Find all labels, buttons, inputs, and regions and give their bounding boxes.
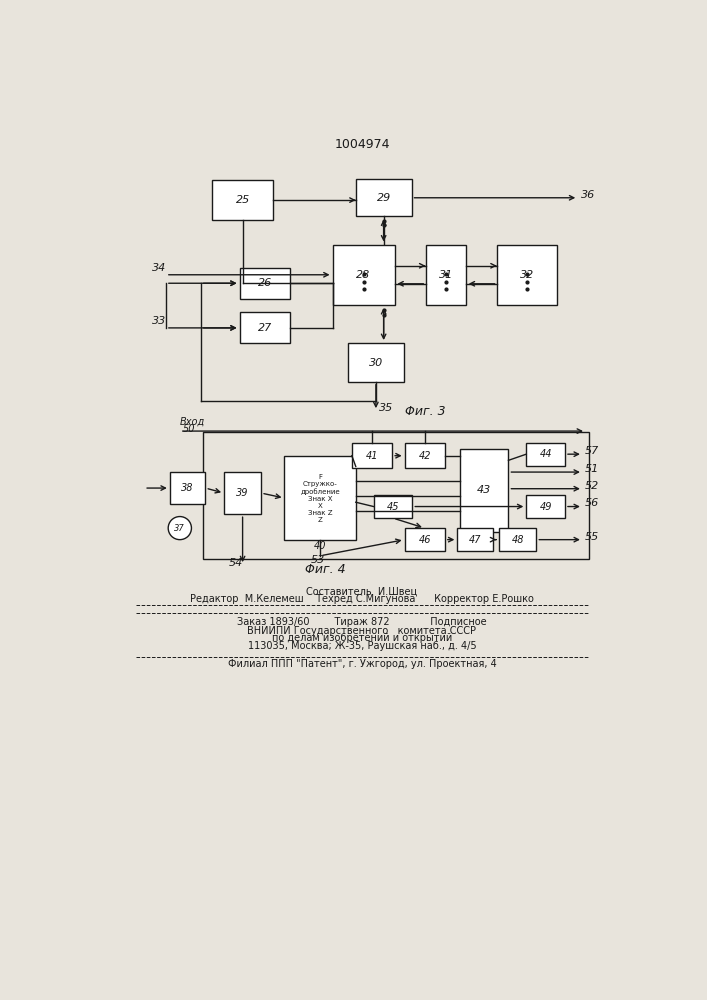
- Bar: [404, 443, 445, 468]
- Text: 42: 42: [419, 451, 431, 461]
- Text: 45: 45: [387, 502, 399, 512]
- Text: ВНИИПИ Государственного   комитета СССР: ВНИИПИ Государственного комитета СССР: [247, 626, 477, 636]
- Circle shape: [168, 517, 192, 540]
- Text: по делам изобретений и открытий: по делам изобретений и открытий: [271, 633, 452, 643]
- Bar: [284, 456, 356, 540]
- Bar: [526, 495, 565, 518]
- Text: 43: 43: [477, 485, 491, 495]
- Text: Составитель  И.Швец: Составитель И.Швец: [306, 586, 418, 596]
- Text: 30: 30: [369, 358, 383, 368]
- Bar: [352, 443, 392, 468]
- Text: Φиг. 4: Φиг. 4: [305, 563, 346, 576]
- Text: 56: 56: [585, 498, 600, 508]
- Bar: [240, 268, 290, 299]
- Bar: [499, 528, 537, 551]
- Text: 38: 38: [181, 483, 194, 493]
- Text: 34: 34: [152, 263, 166, 273]
- Text: 36: 36: [580, 190, 595, 200]
- Text: Заказ 1893/60        Тираж 872             Подписное: Заказ 1893/60 Тираж 872 Подписное: [237, 617, 486, 627]
- Bar: [212, 180, 273, 220]
- Bar: [240, 312, 290, 343]
- Text: 27: 27: [257, 323, 271, 333]
- Text: 26: 26: [257, 278, 271, 288]
- Bar: [203, 432, 589, 559]
- Text: 53: 53: [311, 555, 325, 565]
- Bar: [457, 528, 493, 551]
- Text: 31: 31: [438, 270, 452, 280]
- Text: 54: 54: [228, 558, 243, 568]
- Text: 33: 33: [152, 316, 166, 326]
- Bar: [526, 443, 565, 466]
- Text: 49: 49: [539, 502, 552, 512]
- Text: 46: 46: [419, 535, 431, 545]
- Text: 29: 29: [377, 193, 391, 203]
- Bar: [356, 179, 411, 216]
- Text: Редактор  М.Келемеш    Техред С.Мигунова      Корректор Е.Рошко: Редактор М.Келемеш Техред С.Мигунова Кор…: [190, 594, 534, 604]
- Bar: [497, 245, 557, 305]
- Bar: [373, 495, 412, 518]
- Text: 44: 44: [539, 449, 552, 459]
- Text: 41: 41: [366, 451, 378, 461]
- Text: 50: 50: [183, 424, 195, 434]
- Bar: [460, 449, 508, 532]
- Text: 51: 51: [585, 464, 600, 474]
- Text: 55: 55: [585, 532, 600, 542]
- Bar: [426, 245, 466, 305]
- Text: Вход: Вход: [180, 417, 205, 427]
- Text: Φиг. 3: Φиг. 3: [404, 405, 445, 418]
- Text: 35: 35: [379, 403, 393, 413]
- Text: 39: 39: [236, 488, 249, 498]
- Text: 52: 52: [585, 481, 600, 491]
- Bar: [170, 472, 206, 504]
- Text: 40: 40: [314, 541, 327, 551]
- Text: 28: 28: [356, 270, 370, 280]
- Text: 113035, Москва; Ж-35, Раушская наб., д. 4/5: 113035, Москва; Ж-35, Раушская наб., д. …: [247, 641, 477, 651]
- Text: 1004974: 1004974: [334, 138, 390, 151]
- Bar: [224, 472, 261, 514]
- Text: 37: 37: [175, 524, 185, 533]
- Text: Филиал ППП "Патент", г. Ужгород, ул. Проектная, 4: Филиал ППП "Патент", г. Ужгород, ул. Про…: [228, 659, 496, 669]
- Text: 48: 48: [511, 535, 524, 545]
- Text: 25: 25: [235, 195, 250, 205]
- Bar: [332, 245, 395, 305]
- Text: F
Стружко-
дробление
Знак X
X
Знак Z
Z: F Стружко- дробление Знак X X Знак Z Z: [300, 474, 340, 523]
- Text: 57: 57: [585, 446, 600, 456]
- Text: 32: 32: [520, 270, 534, 280]
- Text: 47: 47: [469, 535, 481, 545]
- Bar: [348, 343, 404, 382]
- Bar: [404, 528, 445, 551]
